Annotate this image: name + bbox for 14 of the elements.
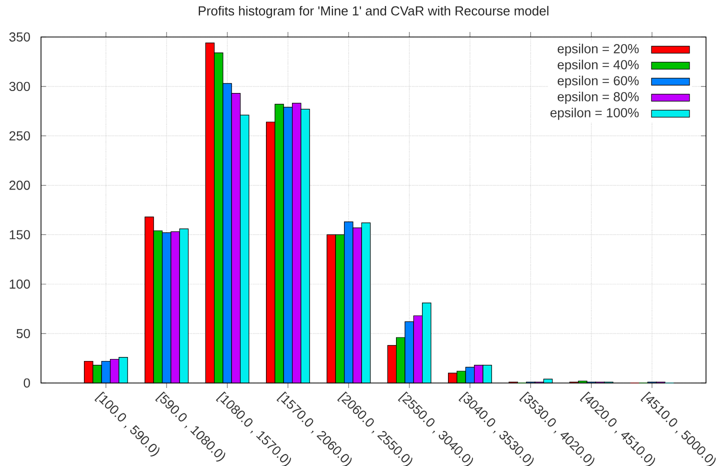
y-tick-label: 200 xyxy=(9,180,30,190)
legend-label: epsilon = 100% xyxy=(550,108,639,120)
y-tick-label: 300 xyxy=(9,82,30,92)
y-tick-label: 0 xyxy=(24,378,30,388)
y-tick-label: 100 xyxy=(10,280,30,289)
chart-title: Profits histogram for 'Mine 1' and CVaR with Recourse model xyxy=(198,6,548,18)
y-tick-label: 350 xyxy=(9,32,30,42)
legend-label: epsilon = 40% xyxy=(558,60,639,72)
legend-label: epsilon = 80% xyxy=(558,92,639,104)
legend-label: epsilon = 20% xyxy=(558,44,639,56)
y-tick-label: 50 xyxy=(16,328,30,338)
y-tick-label: 250 xyxy=(9,131,30,140)
y-tick-label: 150 xyxy=(10,230,30,240)
legend-label: epsilon = 60% xyxy=(558,76,639,88)
